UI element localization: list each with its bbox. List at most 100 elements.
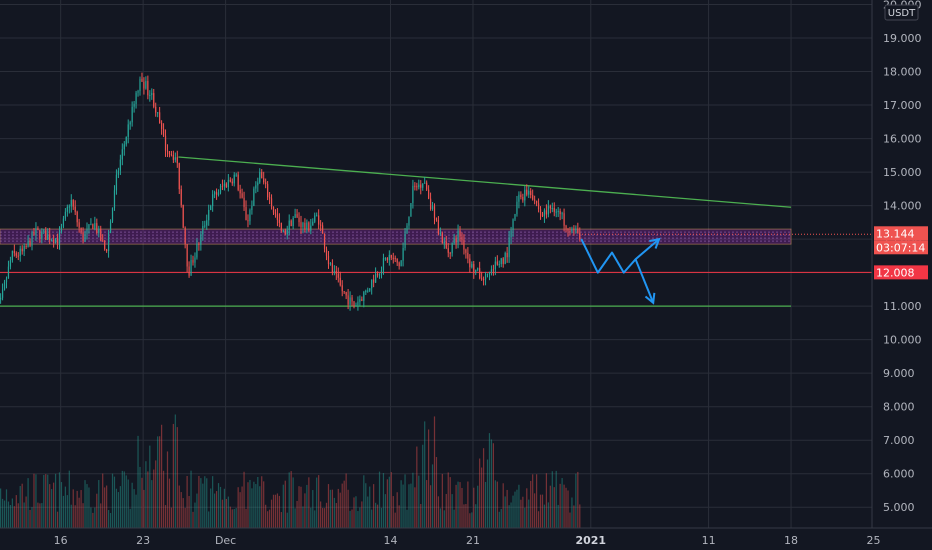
candle-body <box>239 189 241 194</box>
volume-bar <box>23 502 25 528</box>
volume-bar <box>172 423 174 528</box>
candle-body <box>416 186 418 188</box>
volume-bar <box>441 473 443 528</box>
volume-bar <box>1 498 4 528</box>
volume-bar <box>459 482 461 528</box>
candle-body <box>481 278 483 280</box>
projection-path-up[interactable] <box>580 238 660 274</box>
volume-bar <box>192 511 194 528</box>
candle-body <box>353 301 355 307</box>
candle-body <box>92 224 94 229</box>
candle-body <box>127 124 129 137</box>
projection-arrowhead-up <box>649 237 661 249</box>
candle-body <box>62 218 65 227</box>
volume-bar <box>500 508 502 528</box>
volume-bar <box>86 484 88 528</box>
volume-bars <box>0 414 581 528</box>
candle-body <box>386 258 388 261</box>
candle-body <box>70 200 72 207</box>
volume-bar <box>392 496 394 528</box>
volume-bar <box>323 508 326 528</box>
time-scale[interactable] <box>0 528 932 550</box>
volume-bar <box>304 493 306 528</box>
candle-body <box>435 217 438 220</box>
candle-body <box>35 228 37 235</box>
candle-body <box>259 171 261 183</box>
candle-body <box>267 184 269 198</box>
candle-body <box>66 206 68 212</box>
volume-bar <box>119 486 121 528</box>
price-tick-label: 7.000 <box>883 434 915 447</box>
volume-bar <box>47 474 49 528</box>
volume-bar <box>320 501 322 528</box>
candle-body <box>304 222 306 230</box>
candle-body <box>249 210 251 222</box>
candle-body <box>162 128 165 136</box>
volume-bar <box>526 488 528 528</box>
candle-body <box>215 192 218 195</box>
currency-badge[interactable] <box>884 4 919 21</box>
volume-bar <box>406 509 408 528</box>
volume-bar <box>190 470 192 528</box>
volume-bar <box>353 497 355 528</box>
volume-bar <box>357 511 359 528</box>
candle-body <box>518 194 520 202</box>
time-tick-label: 18 <box>784 534 798 547</box>
volume-bar <box>559 483 561 528</box>
volume-bar <box>463 504 465 528</box>
volume-bar <box>343 480 345 528</box>
volume-bar <box>422 444 424 528</box>
volume-bar <box>267 511 269 528</box>
candle-body <box>278 219 281 223</box>
volume-bar <box>160 424 163 528</box>
candle-body <box>221 185 224 187</box>
price-scale[interactable] <box>872 0 932 528</box>
volume-bar <box>447 472 449 528</box>
volume-bar <box>64 486 67 528</box>
volume-bar <box>157 436 159 528</box>
volume-bar <box>200 478 202 528</box>
candle-body <box>33 231 35 235</box>
candle-body <box>86 228 88 234</box>
volume-bar <box>329 489 332 528</box>
candle-body <box>510 230 512 238</box>
volume-bar <box>133 489 135 528</box>
candle-body <box>306 222 308 230</box>
volume-bar <box>263 481 265 528</box>
projection-path-down[interactable] <box>634 258 655 304</box>
volume-bar <box>508 505 510 528</box>
volume-bar <box>202 483 204 528</box>
candle-body <box>337 273 339 278</box>
price-tick-label: 19.000 <box>883 32 922 45</box>
volume-bar <box>56 511 59 528</box>
volume-bar <box>402 484 404 528</box>
volume-bar <box>231 509 233 528</box>
candle-body <box>117 170 120 175</box>
volume-bar <box>551 471 553 528</box>
volume-bar <box>53 482 55 528</box>
volume-bar <box>33 473 35 528</box>
resistance-zone <box>0 228 872 273</box>
candle-body <box>376 273 379 276</box>
volume-bar <box>351 509 353 528</box>
volume-bar <box>215 491 218 528</box>
volume-bar <box>149 445 151 528</box>
volume-bar <box>107 510 110 528</box>
volume-bar <box>486 459 489 528</box>
candle-body <box>484 274 487 280</box>
volume-bar <box>471 512 473 528</box>
candle-body <box>451 243 453 254</box>
volume-bar <box>569 512 571 528</box>
price-tick-label: 9.000 <box>883 367 915 380</box>
volume-bar <box>428 429 430 528</box>
candle-body <box>106 249 108 252</box>
candle-body <box>76 211 78 223</box>
volume-bar <box>186 475 188 528</box>
upper-trendline[interactable] <box>178 156 792 208</box>
volume-bar <box>534 493 536 528</box>
candle-body <box>170 154 173 156</box>
candle-body <box>541 213 544 217</box>
volume-bar <box>382 473 385 528</box>
candle-body <box>567 228 569 231</box>
